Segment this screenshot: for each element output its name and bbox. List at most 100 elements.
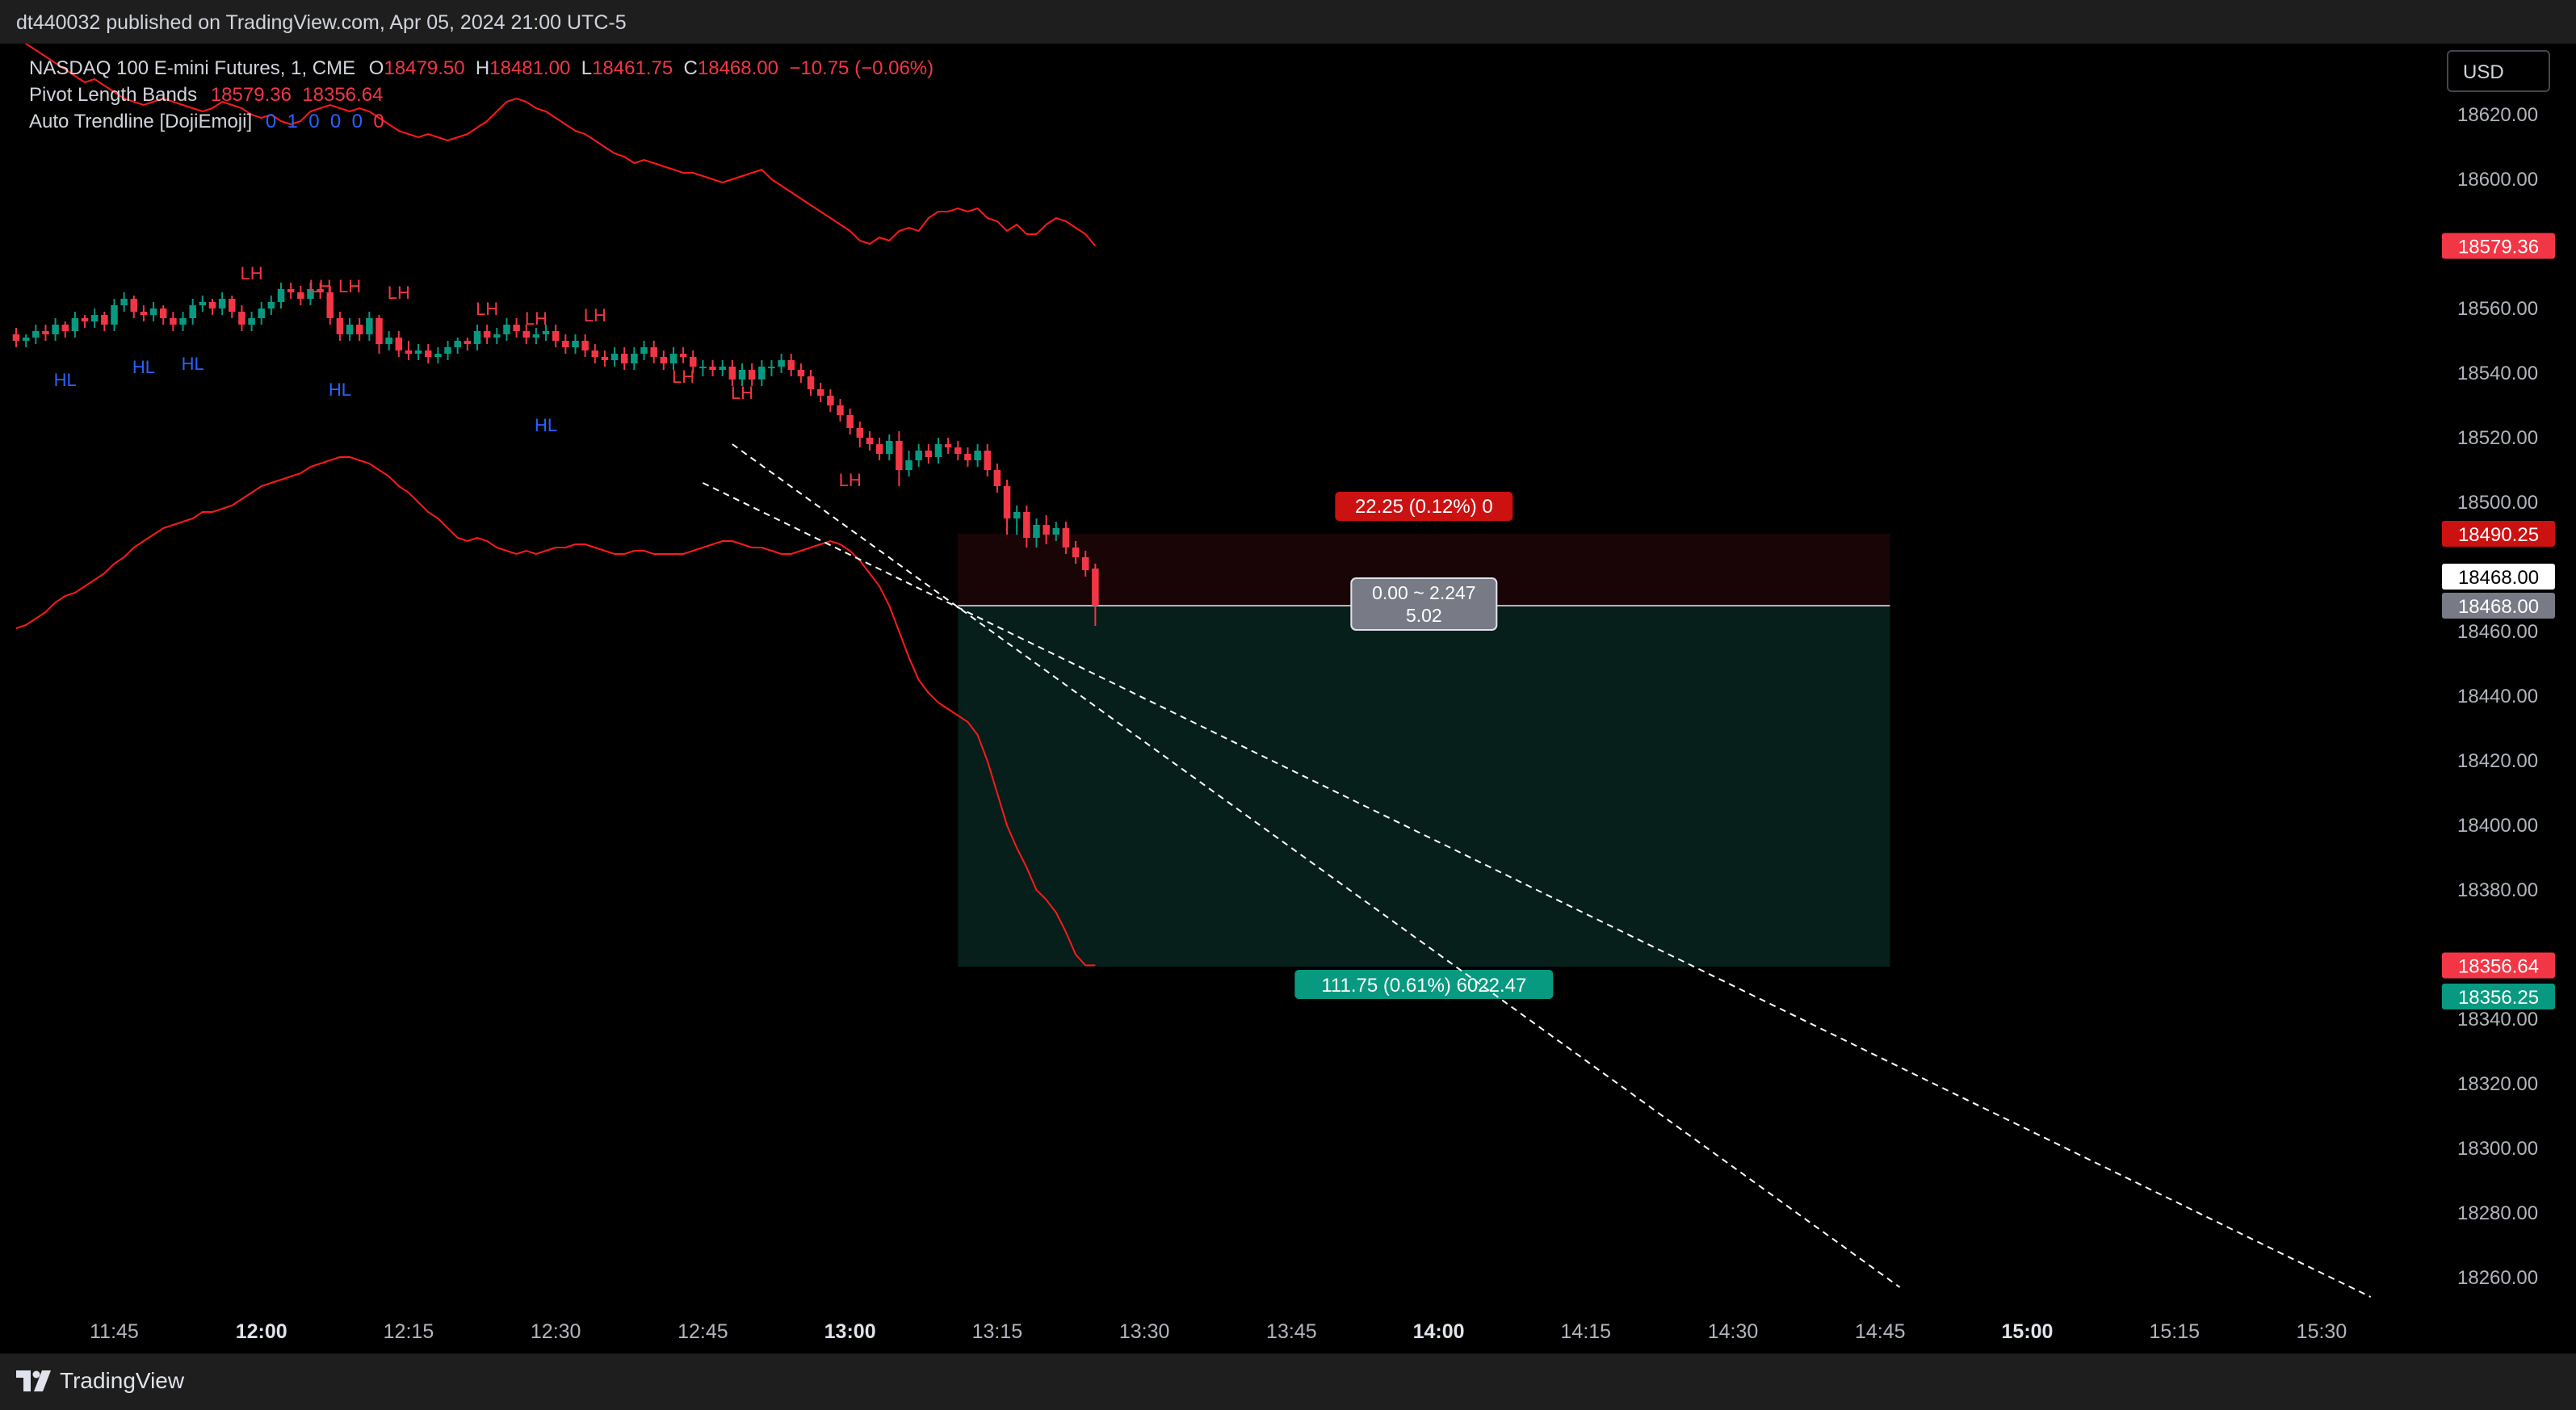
candle[interactable] — [954, 441, 962, 460]
candle[interactable] — [778, 354, 785, 373]
candle[interactable] — [1013, 506, 1021, 535]
candle[interactable] — [317, 283, 324, 299]
candle[interactable] — [552, 325, 560, 347]
candle[interactable] — [1072, 541, 1080, 564]
candle[interactable] — [170, 312, 177, 331]
auto-trendline[interactable] — [702, 482, 2372, 1298]
candle[interactable] — [81, 315, 89, 328]
candle[interactable] — [375, 315, 383, 354]
candle[interactable] — [719, 360, 726, 376]
candle[interactable] — [934, 438, 942, 464]
price-axis[interactable] — [2439, 44, 2576, 1353]
candle[interactable] — [532, 328, 540, 344]
candle[interactable] — [1062, 522, 1070, 554]
candle[interactable] — [816, 383, 824, 402]
candle[interactable] — [199, 296, 207, 312]
candle[interactable] — [238, 305, 245, 331]
candle[interactable] — [875, 438, 883, 460]
candle[interactable] — [709, 360, 716, 376]
candle[interactable] — [229, 296, 236, 318]
candle[interactable] — [120, 292, 128, 312]
candle[interactable] — [522, 325, 530, 344]
indicator-trendline-name[interactable]: Auto Trendline [DojiEmoji] — [29, 111, 253, 132]
candle[interactable] — [885, 434, 893, 460]
candle[interactable] — [61, 321, 69, 338]
candle[interactable] — [336, 312, 344, 341]
candle[interactable] — [660, 350, 668, 370]
candle[interactable] — [267, 296, 275, 315]
candle[interactable] — [562, 334, 569, 354]
candle[interactable] — [601, 350, 609, 367]
candle[interactable] — [444, 341, 451, 360]
symbol-name[interactable]: NASDAQ 100 E-mini Futures, 1, CME — [29, 57, 356, 79]
candle[interactable] — [326, 286, 334, 325]
candle[interactable] — [631, 347, 638, 370]
candle[interactable] — [728, 360, 736, 386]
indicator-bands-name[interactable]: Pivot Length Bands — [29, 84, 198, 106]
candle[interactable] — [52, 318, 59, 341]
candle[interactable] — [620, 347, 628, 370]
candle[interactable] — [866, 431, 874, 451]
candle[interactable] — [827, 389, 834, 412]
candle[interactable] — [964, 447, 971, 467]
candle[interactable] — [984, 444, 991, 476]
candle[interactable] — [738, 363, 746, 386]
candle[interactable] — [758, 360, 766, 386]
candle[interactable] — [572, 334, 579, 354]
candle[interactable] — [896, 431, 903, 486]
target-zone[interactable] — [958, 606, 1890, 967]
candle[interactable] — [993, 464, 1001, 493]
candle[interactable] — [768, 360, 775, 376]
candle[interactable] — [149, 302, 157, 321]
candle[interactable] — [669, 347, 678, 370]
candle[interactable] — [1023, 506, 1030, 548]
candle[interactable] — [787, 354, 795, 376]
candle[interactable] — [591, 344, 599, 363]
candle[interactable] — [944, 438, 952, 454]
candle[interactable] — [679, 347, 687, 363]
price-chart[interactable]: 18620.00 18600.00 18560.00 18540.00 18520.00… — [0, 44, 2576, 1353]
candle[interactable] — [581, 334, 589, 357]
indicator-trendline-row[interactable]: Auto Trendline [DojiEmoji] 0 1 0 0 0 0 — [29, 108, 933, 135]
candle[interactable] — [473, 325, 481, 350]
candle[interactable] — [405, 341, 413, 360]
candle[interactable] — [297, 286, 304, 305]
candle[interactable] — [610, 347, 619, 367]
candle[interactable] — [71, 312, 79, 338]
candle[interactable] — [915, 444, 922, 467]
currency-selector[interactable]: USD — [2447, 50, 2550, 92]
candle[interactable] — [140, 305, 148, 321]
candle[interactable] — [32, 325, 40, 344]
candle[interactable] — [218, 292, 226, 315]
candle[interactable] — [42, 325, 49, 341]
candle[interactable] — [277, 283, 285, 308]
candle[interactable] — [483, 325, 491, 344]
candle[interactable] — [366, 312, 373, 341]
candle[interactable] — [690, 350, 697, 373]
candle[interactable] — [464, 338, 472, 350]
candle[interactable] — [287, 283, 295, 299]
candle[interactable] — [513, 318, 520, 338]
candle[interactable] — [414, 344, 422, 360]
candle[interactable] — [807, 370, 815, 396]
symbol-row[interactable]: NASDAQ 100 E-mini Futures, 1, CME O18479… — [29, 55, 933, 82]
candle[interactable] — [258, 302, 265, 325]
candle[interactable] — [748, 363, 756, 386]
auto-trendline[interactable] — [732, 443, 1901, 1288]
candle[interactable] — [1003, 480, 1011, 535]
candle[interactable] — [208, 299, 216, 315]
candle[interactable] — [542, 325, 550, 341]
candle[interactable] — [101, 312, 108, 331]
candle[interactable] — [424, 344, 432, 363]
candle[interactable] — [650, 341, 657, 363]
candle[interactable] — [905, 451, 913, 476]
indicator-bands-row[interactable]: Pivot Length Bands 18579.36 18356.64 — [29, 82, 933, 108]
candle[interactable] — [503, 318, 510, 341]
tradingview-brand[interactable]: TradingView — [16, 1365, 184, 1397]
candle[interactable] — [395, 331, 403, 357]
candle[interactable] — [493, 328, 501, 344]
candle[interactable] — [1092, 564, 1099, 626]
candle[interactable] — [640, 341, 648, 360]
candle[interactable] — [856, 422, 864, 447]
candle[interactable] — [699, 360, 707, 376]
